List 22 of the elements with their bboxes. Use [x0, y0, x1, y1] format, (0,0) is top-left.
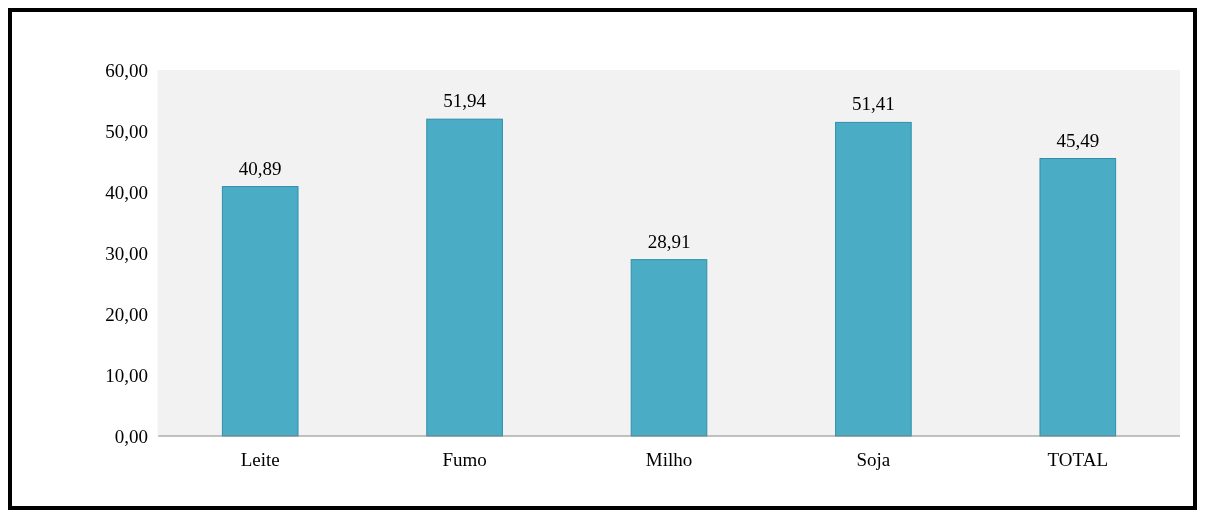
y-tick-label: 20,00: [105, 303, 148, 325]
x-tick-label: Soja: [856, 449, 891, 470]
y-tick-label: 40,00: [105, 181, 148, 203]
bar: [630, 259, 708, 437]
y-tick-label: 0,00: [114, 425, 148, 447]
x-tick-label: Leite: [240, 449, 280, 470]
bar: [1039, 158, 1117, 437]
data-label: 45,49: [1056, 129, 1100, 151]
data-label: 51,41: [852, 93, 895, 115]
y-tick-label: 50,00: [105, 120, 148, 142]
data-label: 51,94: [443, 90, 487, 112]
bar: [835, 121, 912, 437]
bar: [221, 186, 299, 437]
x-tick-label: Fumo: [442, 449, 487, 470]
data-label: 40,89: [238, 157, 282, 179]
x-tick-label: TOTAL: [1047, 449, 1108, 470]
y-tick-label: 10,00: [105, 364, 148, 386]
y-tick-label: 30,00: [105, 242, 148, 264]
bar: [426, 118, 503, 437]
y-tick-label: 60,00: [105, 59, 148, 81]
data-label: 28,91: [647, 230, 691, 252]
x-tick-label: Milho: [645, 449, 693, 470]
